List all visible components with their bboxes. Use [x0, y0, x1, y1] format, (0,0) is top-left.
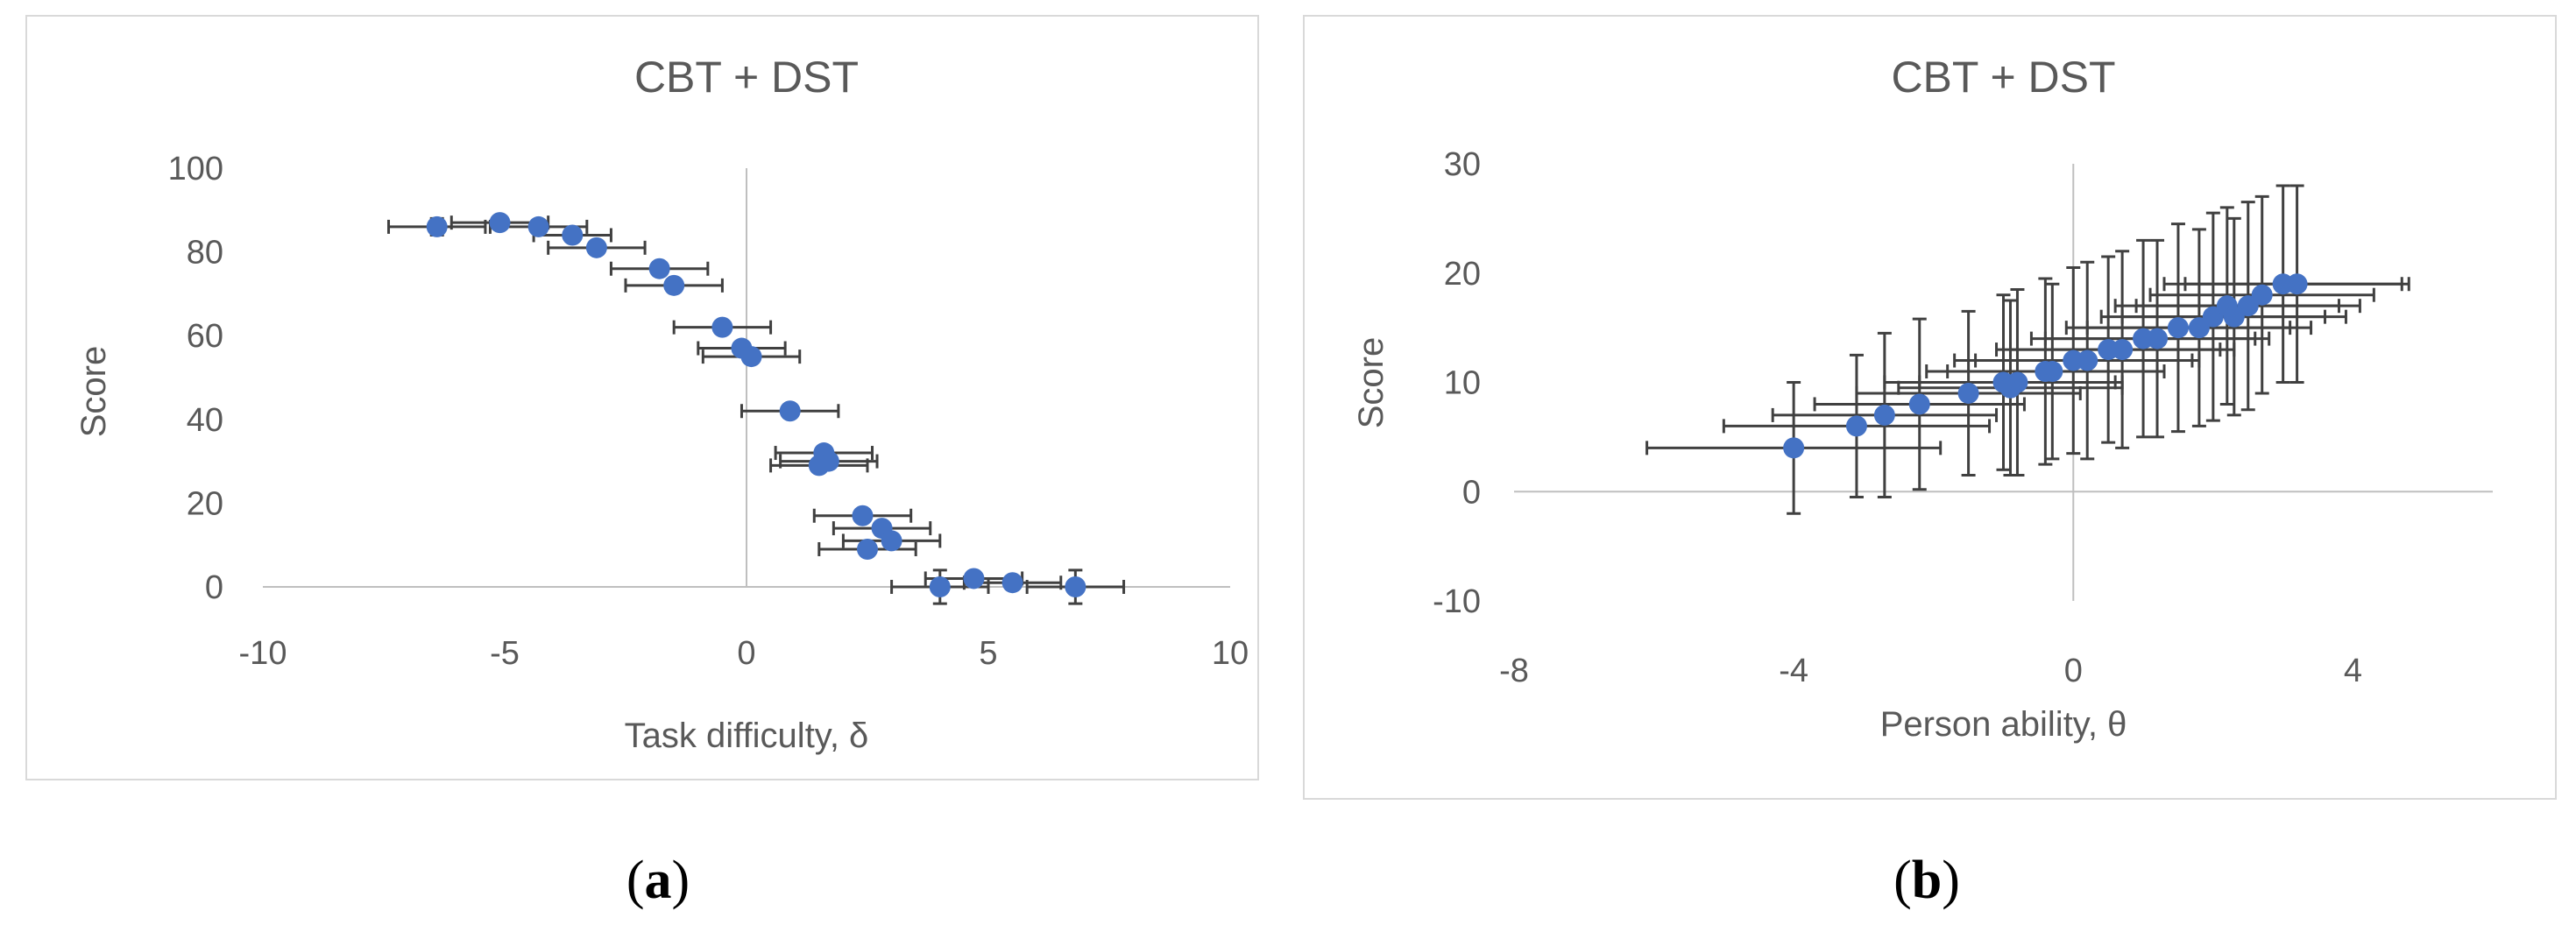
data-point [1783, 437, 1805, 459]
x-tick-label: 0 [2064, 653, 2083, 689]
chart-frame [25, 15, 1259, 780]
y-tick-label: 10 [1444, 365, 1481, 402]
y-tick-label: 0 [1462, 474, 1481, 511]
x-axis-label: Task difficulty, δ [625, 717, 869, 755]
data-point [489, 212, 511, 234]
data-point [663, 274, 685, 296]
data-point [808, 455, 830, 477]
data-point [881, 530, 902, 552]
data-point [929, 576, 951, 597]
data-point [1065, 576, 1086, 597]
panel-label-open: ( [626, 851, 645, 910]
data-point [1957, 382, 1979, 404]
panel-label-close: ) [1942, 851, 1960, 910]
chart-title: CBT + DST [634, 53, 859, 102]
data-point [2006, 371, 2028, 393]
x-tick-label: 5 [979, 635, 997, 672]
y-tick-label: 60 [187, 318, 223, 355]
chart-frame [1303, 15, 2557, 800]
panel-label-open: ( [1893, 851, 1912, 910]
chart-b: CBT + DST -8 -4 0 4 -10 0 10 20 30 Person ability,… [1303, 15, 2557, 800]
chart-title: CBT + DST [1891, 53, 2115, 102]
panel-label: (a) [626, 851, 690, 910]
panel-label: (b) [1893, 851, 1960, 910]
data-point [740, 346, 762, 368]
x-tick-label: -10 [239, 635, 287, 672]
y-tick-label: 30 [1444, 146, 1481, 183]
x-tick-label: 0 [737, 635, 755, 672]
x-tick-label: -4 [1779, 653, 1808, 689]
data-point [648, 258, 670, 279]
data-point [2167, 317, 2189, 339]
x-tick-label: -8 [1499, 653, 1529, 689]
data-point [711, 316, 733, 338]
data-point [852, 505, 874, 526]
x-tick-label: -5 [490, 635, 520, 672]
y-tick-label: -10 [1433, 583, 1481, 620]
y-axis-label: Score [1352, 337, 1391, 429]
y-tick-label: 40 [187, 402, 223, 439]
y-tick-label: 20 [1444, 256, 1481, 293]
data-point [2077, 350, 2098, 371]
data-point [857, 538, 878, 560]
y-axis-label: Score [74, 346, 113, 438]
y-tick-label: 0 [205, 569, 223, 606]
data-point [2112, 339, 2134, 361]
x-tick-label: 10 [1212, 635, 1249, 672]
data-point [2042, 361, 2063, 383]
data-point [1908, 393, 1930, 415]
data-point [527, 215, 549, 237]
y-tick-label: 100 [168, 151, 223, 187]
y-tick-label: 80 [187, 235, 223, 272]
panel-label-letter: a [645, 851, 672, 910]
panel-label-close: ) [672, 851, 690, 910]
x-axis-label: Person ability, θ [1880, 705, 2127, 744]
data-point [963, 568, 985, 590]
data-point [562, 224, 584, 246]
data-point [2251, 284, 2273, 306]
data-point [1845, 415, 1867, 437]
data-point [2286, 273, 2308, 295]
data-point [779, 400, 801, 422]
y-tick-label: 20 [187, 485, 223, 522]
data-point [1001, 572, 1023, 594]
data-point [426, 215, 448, 237]
data-point [2147, 328, 2169, 350]
x-tick-label: 4 [2344, 653, 2362, 689]
data-point [1873, 404, 1895, 426]
data-point [585, 237, 607, 258]
panel-label-letter: b [1912, 851, 1942, 910]
